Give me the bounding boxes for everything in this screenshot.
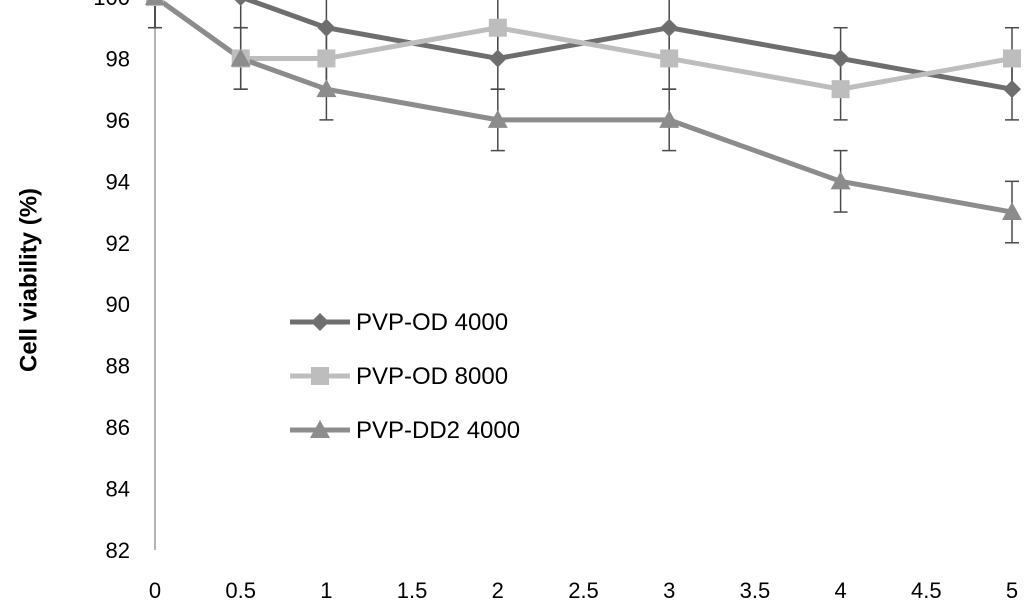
data-point-diamond (831, 49, 850, 68)
data-point-square (317, 49, 336, 68)
y-tick-label: 88 (106, 354, 130, 379)
data-point-diamond (488, 49, 507, 68)
series-markers (145, 0, 1022, 221)
data-point-triangle (145, 0, 165, 5)
y-tick-label: 100 (93, 0, 130, 10)
data-point-triangle (316, 79, 337, 98)
x-tick-label: 3.5 (740, 578, 771, 600)
y-tick-label: 94 (106, 169, 130, 194)
data-point-square (311, 367, 329, 385)
x-tick-label: 1 (320, 578, 332, 600)
x-tick-label: 0 (149, 578, 161, 600)
x-tick-label: 3 (663, 578, 675, 600)
y-tick-label: 84 (106, 477, 130, 502)
x-tick-label: 5 (1006, 578, 1018, 600)
x-tick-label: 2 (492, 578, 504, 600)
legend-label: PVP-OD 8000 (356, 363, 508, 390)
y-axis-title: Cell viability (%) (15, 188, 42, 372)
x-tick-label: 2.5 (568, 578, 599, 600)
data-point-square (488, 18, 507, 37)
y-tick-label: 86 (106, 415, 130, 440)
data-point-triangle (230, 48, 251, 67)
y-tick-label: 82 (106, 538, 130, 563)
legend-item: PVP-OD 8000 (290, 363, 508, 390)
y-tick-label: 92 (106, 231, 130, 256)
data-point-diamond (660, 18, 679, 37)
data-point-square (831, 80, 850, 99)
legend: PVP-OD 4000 PVP-OD 8000 PVP-DD2 4000 (290, 309, 520, 444)
data-point-triangle (310, 420, 330, 438)
x-tick-label: 0.5 (225, 578, 256, 600)
legend-item: PVP-OD 4000 (290, 309, 508, 336)
y-axis-label: Cell viability (%) (15, 188, 42, 372)
y-tick-label: 90 (106, 292, 130, 317)
data-point-diamond (311, 313, 329, 331)
data-point-square (1003, 49, 1021, 68)
data-point-triangle (1002, 202, 1022, 221)
y-tick-label: 98 (106, 46, 130, 71)
series-line-3 (154, 0, 1013, 215)
data-point-triangle (487, 109, 508, 128)
legend-label: PVP-DD2 4000 (356, 417, 520, 444)
series-lines (154, 0, 1013, 215)
tick-labels: 0 0.5 1 1.5 2 2.5 3 3.5 4 4.5 5 82 84 86 88 90 92 94 96 98 1… (93, 0, 1018, 603)
data-point-triangle (830, 171, 851, 190)
data-point-diamond (1003, 80, 1021, 99)
data-point-square (660, 49, 679, 68)
legend-label: PVP-OD 4000 (356, 309, 508, 336)
data-point-triangle (659, 109, 680, 128)
data-point-diamond (234, 0, 247, 6)
x-tick-label: 1.5 (397, 578, 428, 600)
error-bar (148, 0, 162, 29)
y-tick-label: 96 (106, 108, 130, 133)
x-tick-label: 4.5 (911, 578, 942, 600)
legend-item: PVP-DD2 4000 (290, 417, 520, 444)
x-tick-label: 4 (834, 578, 846, 600)
data-point-diamond (317, 18, 336, 37)
